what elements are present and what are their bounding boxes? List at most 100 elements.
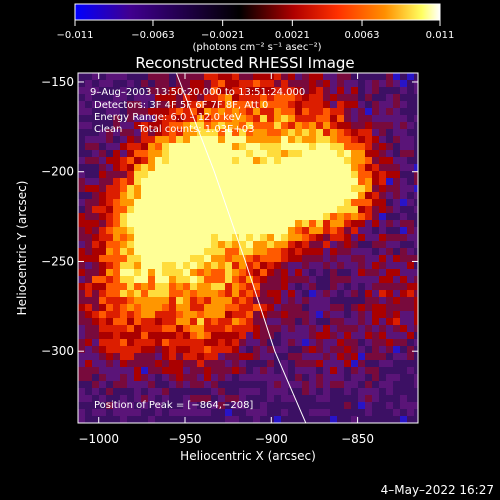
heatmap-cell [155, 346, 163, 354]
heatmap-cell [358, 192, 366, 200]
heatmap-cell [295, 290, 303, 298]
heatmap-cell [379, 129, 387, 137]
heatmap-cell [92, 178, 100, 186]
heatmap-cell [365, 122, 373, 130]
heatmap-cell [211, 241, 219, 249]
heatmap-cell [302, 73, 310, 81]
heatmap-cell [337, 367, 345, 375]
heatmap-cell [246, 157, 254, 165]
heatmap-cell [141, 332, 149, 340]
heatmap-cell [197, 283, 205, 291]
heatmap-cell [197, 87, 205, 95]
heatmap-cell [365, 136, 373, 144]
heatmap-cell [218, 395, 226, 403]
heatmap-cell [78, 234, 86, 242]
heatmap-cell [281, 101, 289, 109]
heatmap-cell [309, 311, 317, 319]
heatmap-cell [316, 227, 324, 235]
heatmap-cell [190, 234, 198, 242]
heatmap-cell [358, 269, 366, 277]
heatmap-cell [274, 185, 282, 193]
heatmap-cell [127, 311, 135, 319]
heatmap-cell [113, 325, 121, 333]
heatmap-cell [288, 206, 296, 214]
heatmap-cell [127, 87, 135, 95]
heatmap-cell [190, 346, 198, 354]
heatmap-cell [113, 255, 121, 263]
heatmap-cell [85, 402, 93, 410]
heatmap-cell [204, 367, 212, 375]
heatmap-cell [225, 339, 233, 347]
heatmap-cell [141, 262, 149, 270]
heatmap-cell [176, 80, 184, 88]
heatmap-cell [190, 129, 198, 137]
heatmap-cell [407, 199, 415, 207]
heatmap-cell [162, 311, 170, 319]
heatmap-cell [393, 332, 401, 340]
heatmap-cell [274, 318, 282, 326]
heatmap-cell [288, 199, 296, 207]
x-tick-label: −850 [341, 432, 374, 446]
heatmap-cell [267, 255, 275, 263]
heatmap-cell [197, 136, 205, 144]
heatmap-cell [162, 290, 170, 298]
heatmap-cell [295, 325, 303, 333]
heatmap-cell [344, 290, 352, 298]
heatmap-cell [155, 353, 163, 361]
heatmap-cell [337, 388, 345, 396]
heatmap-cell [267, 94, 275, 102]
heatmap-cell [176, 185, 184, 193]
heatmap-cell [337, 80, 345, 88]
heatmap-cell [344, 248, 352, 256]
heatmap-cell [225, 290, 233, 298]
heatmap-cell [323, 192, 331, 200]
heatmap-cell [330, 185, 338, 193]
heatmap-cell [337, 381, 345, 389]
heatmap-cell [99, 318, 107, 326]
heatmap-cell [316, 248, 324, 256]
heatmap-cell [260, 416, 268, 423]
heatmap-cell [141, 220, 149, 228]
heatmap-cell [120, 381, 128, 389]
heatmap-cell [183, 213, 191, 221]
heatmap-cell [183, 325, 191, 333]
heatmap-cell [316, 388, 324, 396]
heatmap-cell [267, 388, 275, 396]
heatmap-cell [176, 332, 184, 340]
heatmap-cell [148, 241, 156, 249]
heatmap-cell [309, 262, 317, 270]
heatmap-cell [99, 157, 107, 165]
heatmap-cell [155, 192, 163, 200]
heatmap-cell [274, 374, 282, 382]
heatmap-cell [253, 402, 261, 410]
heatmap-cell [204, 157, 212, 165]
heatmap-cell [99, 94, 107, 102]
heatmap-cell [169, 150, 177, 158]
heatmap-cell [393, 101, 401, 109]
heatmap-cell [99, 136, 107, 144]
heatmap-cell [141, 157, 149, 165]
heatmap-cell [260, 178, 268, 186]
heatmap-cell [218, 290, 226, 298]
heatmap-cell [211, 374, 219, 382]
heatmap-cell [302, 108, 310, 116]
heatmap-cell [267, 129, 275, 137]
heatmap-cell [260, 402, 268, 410]
heatmap-cell [267, 325, 275, 333]
heatmap-cell [155, 87, 163, 95]
heatmap-cell [379, 199, 387, 207]
heatmap-cell [288, 290, 296, 298]
heatmap-cell [337, 87, 345, 95]
heatmap-cell [106, 290, 114, 298]
heatmap-cell [323, 199, 331, 207]
heatmap-cell [232, 164, 240, 172]
heatmap-cell [393, 94, 401, 102]
heatmap-cell [99, 353, 107, 361]
heatmap-cell [148, 199, 156, 207]
heatmap-cell [78, 87, 86, 95]
heatmap-cell [246, 416, 254, 423]
heatmap-cell [302, 304, 310, 312]
heatmap-cell [134, 171, 142, 179]
heatmap-cell [113, 150, 121, 158]
heatmap-cell [267, 346, 275, 354]
